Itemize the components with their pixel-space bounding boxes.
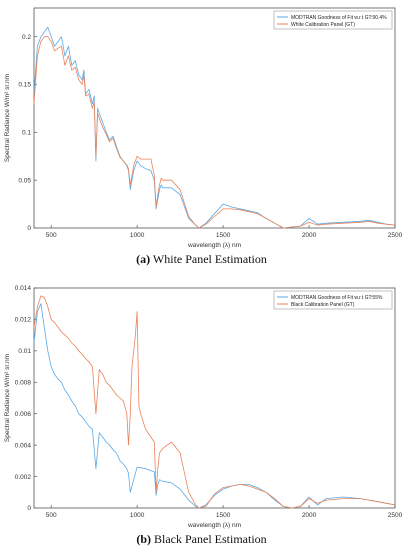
- legend-label-a-0: MODTRAN Goodness of Fit w.r.t GT:90.4%: [291, 15, 387, 21]
- panel-a: 500 1000 1500 2000 2500 0 0.05 0.1 0.15 0.2 wavele…: [0, 7, 403, 267]
- y-axis-label-a: Spectral Radiance W/m² sr.nm: [4, 74, 11, 162]
- y-tick-label-a-3: 0.15: [18, 82, 31, 89]
- caption-a: (a) White Panel Estimation: [0, 252, 403, 267]
- y-tick-label-b-6: 0.012: [15, 317, 32, 324]
- x-axis-label-b: wavelength (λ) nm: [187, 522, 241, 529]
- y-tick-label-a-0: 0: [27, 225, 31, 232]
- x-tick-label-a-4: 2500: [388, 232, 403, 239]
- y-tick-label-b-1: 0.002: [15, 474, 32, 481]
- y-tick-label-b-0: 0: [27, 505, 31, 512]
- y-tick-label-b-2: 0.004: [15, 442, 32, 449]
- x-tick-label-a-1: 1000: [130, 232, 145, 239]
- chart-b: 500 1000 1500 2000 2500 0 0.002 0.004 0.006 0.008…: [4, 285, 403, 529]
- y-axis-label-b: Spectral Radiance W/m² sr.nm: [4, 354, 11, 442]
- caption-b: (b) Black Panel Estimation: [0, 532, 403, 547]
- series-line-a-1: [33, 36, 396, 229]
- y-tick-label-b-4: 0.008: [15, 379, 32, 386]
- x-tick-label-b-1: 1000: [130, 512, 145, 519]
- x-tick-label-b-3: 2000: [302, 512, 317, 519]
- y-tick-label-a-1: 0.05: [18, 177, 31, 184]
- x-tick-label-a-2: 1500: [216, 232, 231, 239]
- caption-b-text: Black Panel Estimation: [154, 532, 267, 546]
- x-tick-label-b-2: 1500: [216, 512, 231, 519]
- x-tick-label-a-3: 2000: [302, 232, 317, 239]
- y-tick-label-a-2: 0.1: [22, 130, 31, 137]
- plot-area-b: [33, 287, 396, 509]
- legend-label-b-1: Black Calibration Panel (GT): [291, 302, 355, 308]
- y-tick-label-b-7: 0.014: [15, 285, 32, 292]
- series-line-b-1: [33, 295, 396, 509]
- x-tick-label-b-4: 2500: [388, 512, 403, 519]
- caption-b-letter: (b): [136, 532, 151, 546]
- caption-a-text: White Panel Estimation: [152, 252, 267, 266]
- caption-a-letter: (a): [136, 252, 151, 266]
- legend-label-a-1: White Calibration Panel (GT): [291, 22, 355, 28]
- plot-area-a: [33, 7, 396, 229]
- legend-label-b-0: MODTRAN Goodness of Fit w.r.t GT:55%: [291, 295, 383, 301]
- x-tick-label-a-0: 500: [46, 232, 57, 239]
- x-axis-label-a: wavelength (λ) nm: [187, 242, 241, 249]
- panel-b: 500 1000 1500 2000 2500 0 0.002 0.004 0.006 0.008…: [0, 280, 403, 550]
- y-tick-label-b-3: 0.006: [15, 411, 32, 418]
- y-tick-label-b-5: 0.01: [18, 348, 31, 355]
- y-tick-label-a-4: 0.2: [22, 34, 31, 41]
- chart-a: 500 1000 1500 2000 2500 0 0.05 0.1 0.15 0.2 wavele…: [4, 7, 403, 249]
- legend-box-b: [273, 290, 393, 310]
- legend-box-a: [273, 10, 393, 30]
- x-tick-label-b-0: 500: [46, 512, 57, 519]
